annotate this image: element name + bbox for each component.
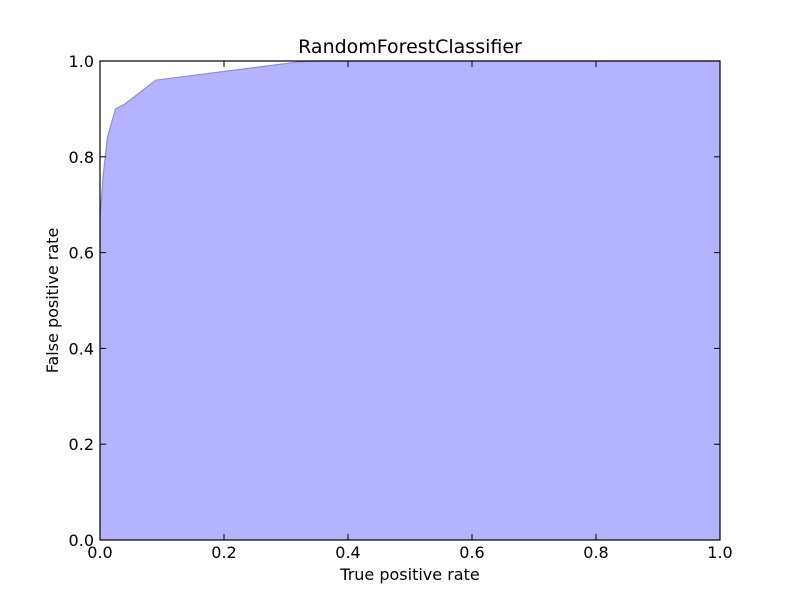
x-tick-label: 0.4 xyxy=(335,543,360,562)
chart-title: RandomForestClassifier xyxy=(298,36,522,58)
y-axis-label: False positive rate xyxy=(43,228,62,374)
y-tick-label: 0.6 xyxy=(69,244,94,263)
axis-ticks: 0.0 0.2 0.4 0.6 0.8 1.0 0.0 0.2 0.4 0.6 0.8 1.0 xyxy=(69,52,733,562)
axes-frame xyxy=(99,60,721,541)
area-fill-series-0 xyxy=(100,61,720,540)
plot-area xyxy=(99,60,721,541)
x-tick-label: 0.6 xyxy=(459,543,484,562)
y-tick-label: 0.0 xyxy=(69,531,94,550)
x-tick-label: 0.2 xyxy=(211,543,236,562)
x-tick-label: 1.0 xyxy=(707,543,732,562)
y-tick-label: 1.0 xyxy=(69,52,94,71)
y-tick-label: 0.8 xyxy=(69,148,94,167)
x-axis-label: True positive rate xyxy=(339,565,479,584)
x-tick-label: 0.8 xyxy=(583,543,608,562)
x-tick-label: 0.0 xyxy=(87,543,112,562)
y-tick-label: 0.2 xyxy=(69,435,94,454)
y-tick-label: 0.4 xyxy=(69,339,94,358)
